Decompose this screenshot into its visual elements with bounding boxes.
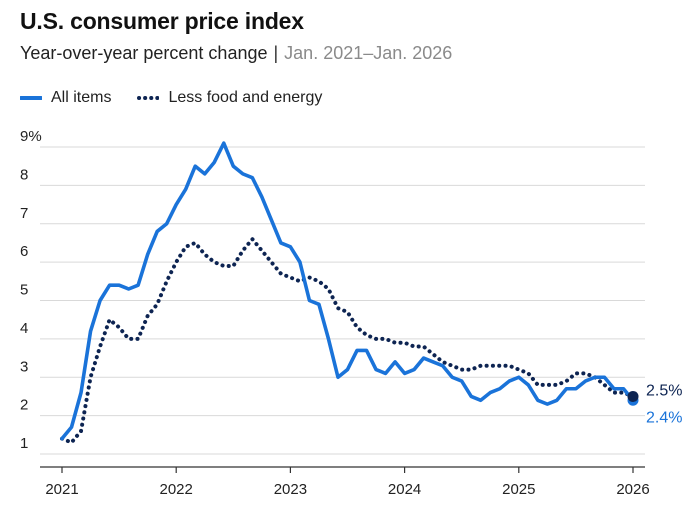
end-label-all-items: 2.4% bbox=[646, 409, 682, 426]
series-line-all-items bbox=[60, 141, 635, 441]
y-tick-label: 4 bbox=[20, 320, 28, 337]
y-tick-label: 1 bbox=[20, 435, 28, 452]
legend-swatch-solid bbox=[20, 96, 42, 100]
end-label-less-food-and-energy: 2.5% bbox=[646, 382, 682, 399]
x-tick-label: 2024 bbox=[388, 481, 421, 498]
chart-title: U.S. consumer price index bbox=[20, 8, 304, 34]
y-tick-label: 7 bbox=[20, 205, 28, 222]
subtitle-date-range: Jan. 2021–Jan. 2026 bbox=[284, 43, 453, 63]
legend-item-core: Less food and energy bbox=[137, 89, 322, 107]
series-line-less-food-and-energy bbox=[60, 237, 635, 445]
legend-item-all-items: All items bbox=[20, 89, 111, 107]
series-lines bbox=[60, 141, 635, 445]
end-value-labels: 2.5% 2.4% bbox=[627, 382, 682, 426]
y-tick-label: 2 bbox=[20, 397, 28, 414]
y-tick-label: 5 bbox=[20, 282, 28, 299]
x-tick-label: 2022 bbox=[160, 481, 193, 498]
y-tick-label: 3 bbox=[20, 358, 28, 375]
y-axis-tick-labels: 1 2 3 4 5 6 7 8 9% bbox=[20, 128, 42, 452]
x-tick-label: 2026 bbox=[616, 481, 649, 498]
chart-subtitle: Year-over-year percent change | Jan. 2021–… bbox=[20, 43, 452, 64]
gridlines bbox=[40, 146, 645, 455]
subtitle-separator: | bbox=[273, 43, 279, 63]
y-tick-label: 6 bbox=[20, 243, 28, 260]
subtitle-main: Year-over-year percent change bbox=[20, 43, 268, 63]
chart-legend: All items Less food and energy bbox=[20, 89, 348, 107]
x-tick-label: 2025 bbox=[502, 481, 535, 498]
x-tick-label: 2021 bbox=[45, 481, 78, 498]
y-tick-label: 8 bbox=[20, 166, 28, 183]
legend-label-core: Less food and energy bbox=[168, 89, 323, 106]
x-axis: 2021 2022 2023 2024 2025 2026 bbox=[40, 466, 650, 498]
y-tick-label: 9% bbox=[20, 128, 42, 145]
legend-label-all-items: All items bbox=[51, 89, 112, 106]
end-marker-less-food-and-energy bbox=[627, 390, 639, 402]
x-tick-label: 2023 bbox=[274, 481, 307, 498]
